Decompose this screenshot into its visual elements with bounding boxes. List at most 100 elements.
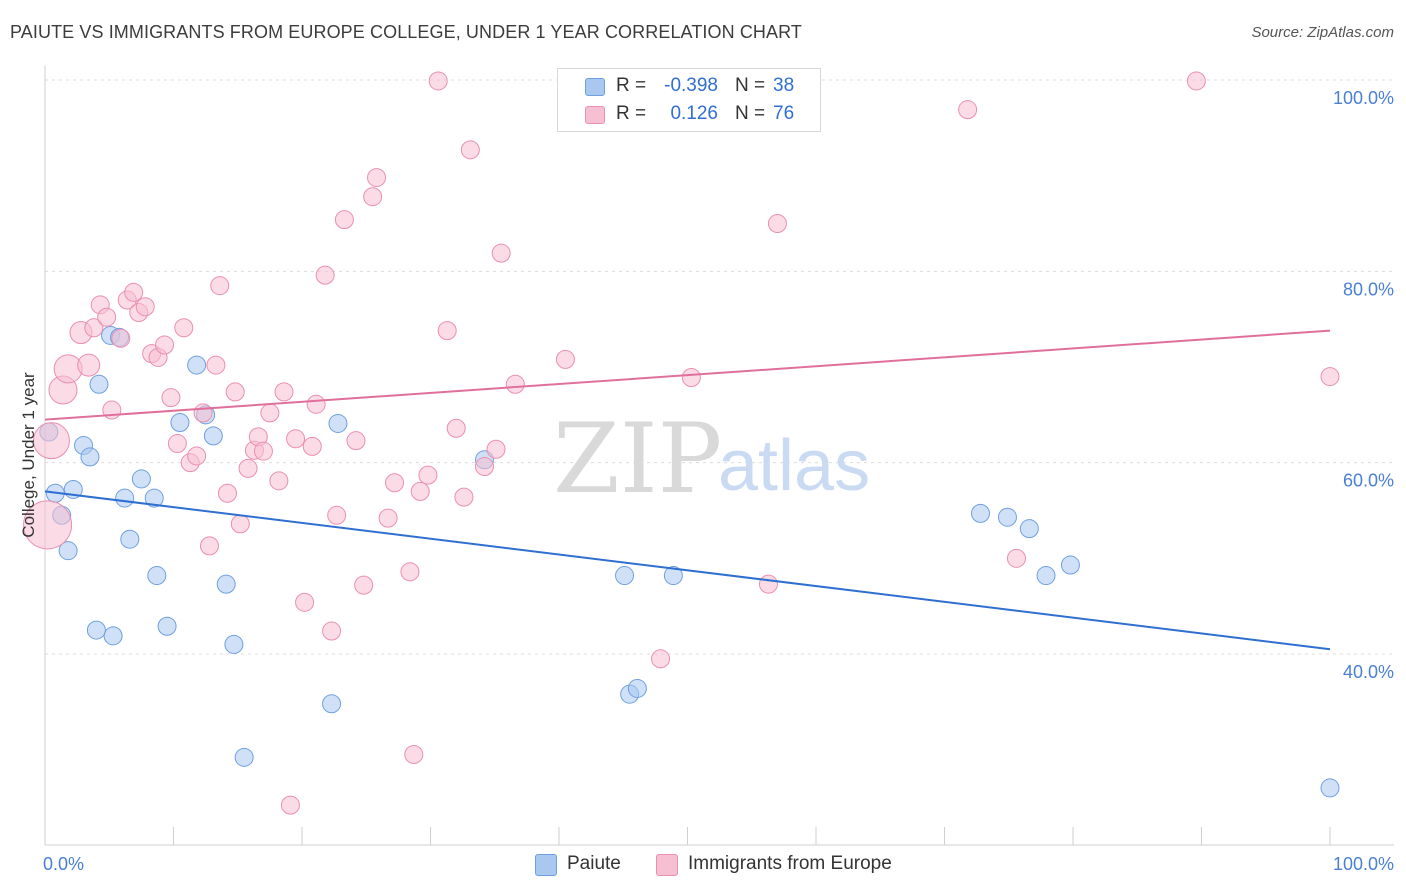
data-point[interactable]	[260, 403, 280, 423]
data-point[interactable]	[1060, 555, 1080, 575]
trend-lines	[44, 329, 1331, 651]
data-point[interactable]	[225, 382, 245, 402]
data-point[interactable]	[203, 426, 223, 446]
data-point[interactable]	[230, 514, 250, 534]
data-point[interactable]	[334, 210, 354, 230]
data-point[interactable]	[167, 434, 187, 454]
data-point[interactable]	[155, 335, 175, 355]
data-point[interactable]	[238, 458, 258, 478]
data-point[interactable]	[1036, 566, 1056, 586]
data-point[interactable]	[124, 282, 144, 302]
watermark-zip: ZIP	[553, 403, 722, 515]
data-point[interactable]	[32, 422, 70, 460]
data-point[interactable]	[322, 694, 342, 714]
data-point[interactable]	[286, 429, 306, 449]
data-point[interactable]	[758, 574, 778, 594]
data-point[interactable]	[199, 536, 219, 556]
data-point[interactable]	[400, 562, 420, 582]
gridlines	[45, 79, 1394, 655]
data-point[interactable]	[627, 678, 647, 698]
data-point[interactable]	[428, 71, 448, 91]
data-point[interactable]	[970, 503, 990, 523]
n-label: N =	[735, 103, 766, 124]
data-point[interactable]	[170, 412, 190, 432]
n-label: N =	[735, 75, 766, 96]
data-point[interactable]	[418, 465, 438, 485]
data-point[interactable]	[767, 214, 787, 233]
data-point[interactable]	[80, 447, 100, 467]
data-point[interactable]	[454, 487, 474, 507]
data-point[interactable]	[147, 566, 167, 586]
data-point[interactable]	[224, 634, 244, 654]
data-point[interactable]	[302, 436, 322, 456]
data-point[interactable]	[1186, 71, 1206, 91]
data-point[interactable]	[410, 481, 430, 501]
data-point[interactable]	[446, 418, 466, 438]
data-point[interactable]	[58, 541, 78, 561]
data-point[interactable]	[193, 403, 213, 423]
data-point[interactable]	[437, 321, 457, 341]
y-axis-label: College, Under 1 year	[19, 372, 38, 538]
data-point[interactable]	[997, 507, 1017, 527]
data-point[interactable]	[217, 483, 237, 503]
data-point[interactable]	[315, 265, 335, 285]
data-point[interactable]	[1019, 519, 1039, 539]
data-point[interactable]	[84, 318, 104, 338]
data-point[interactable]	[354, 575, 374, 595]
data-point[interactable]	[460, 140, 480, 160]
data-point[interactable]	[486, 439, 506, 459]
data-point[interactable]	[295, 592, 315, 612]
data-point[interactable]	[187, 355, 207, 375]
data-point[interactable]	[187, 446, 207, 466]
data-point[interactable]	[306, 394, 326, 414]
data-point[interactable]	[210, 276, 230, 296]
data-point[interactable]	[555, 349, 575, 369]
data-point[interactable]	[327, 505, 347, 525]
data-point[interactable]	[111, 328, 131, 348]
data-point[interactable]	[135, 297, 155, 317]
data-point[interactable]	[269, 471, 289, 491]
data-point[interactable]	[280, 795, 300, 815]
data-point[interactable]	[1320, 367, 1340, 387]
data-point[interactable]	[1320, 778, 1340, 798]
data-point[interactable]	[474, 456, 494, 476]
data-point[interactable]	[103, 626, 123, 646]
data-point[interactable]	[958, 100, 978, 120]
data-point[interactable]	[651, 649, 671, 669]
data-point[interactable]	[206, 355, 226, 375]
data-point[interactable]	[97, 307, 117, 327]
data-point[interactable]	[115, 488, 135, 508]
data-point[interactable]	[274, 382, 294, 402]
data-point[interactable]	[491, 243, 511, 263]
data-point[interactable]	[157, 616, 177, 636]
data-point[interactable]	[615, 566, 635, 586]
data-point[interactable]	[174, 318, 194, 338]
data-point[interactable]	[253, 441, 273, 461]
data-point[interactable]	[363, 187, 383, 207]
data-point[interactable]	[77, 353, 101, 377]
r-value: 0.126	[670, 103, 718, 124]
data-point[interactable]	[681, 368, 701, 388]
data-point[interactable]	[131, 469, 151, 489]
n-value: 76	[773, 103, 795, 124]
data-point[interactable]	[385, 473, 405, 493]
data-point[interactable]	[505, 374, 525, 394]
data-point[interactable]	[378, 508, 398, 528]
data-point[interactable]	[663, 566, 683, 586]
data-point[interactable]	[89, 374, 109, 394]
data-points	[23, 70, 1340, 815]
data-point[interactable]	[161, 388, 181, 408]
data-point[interactable]	[234, 747, 254, 767]
data-point[interactable]	[346, 431, 366, 451]
data-point[interactable]	[322, 621, 342, 641]
data-point[interactable]	[86, 620, 106, 640]
data-point[interactable]	[328, 413, 348, 433]
data-point[interactable]	[120, 529, 140, 549]
data-point[interactable]	[367, 168, 387, 188]
data-point[interactable]	[404, 744, 424, 764]
data-point[interactable]	[216, 574, 236, 594]
immigrants-europe-legend-swatch	[656, 854, 678, 876]
data-point[interactable]	[144, 488, 164, 508]
data-point[interactable]	[1006, 548, 1026, 568]
data-point[interactable]	[23, 500, 73, 550]
